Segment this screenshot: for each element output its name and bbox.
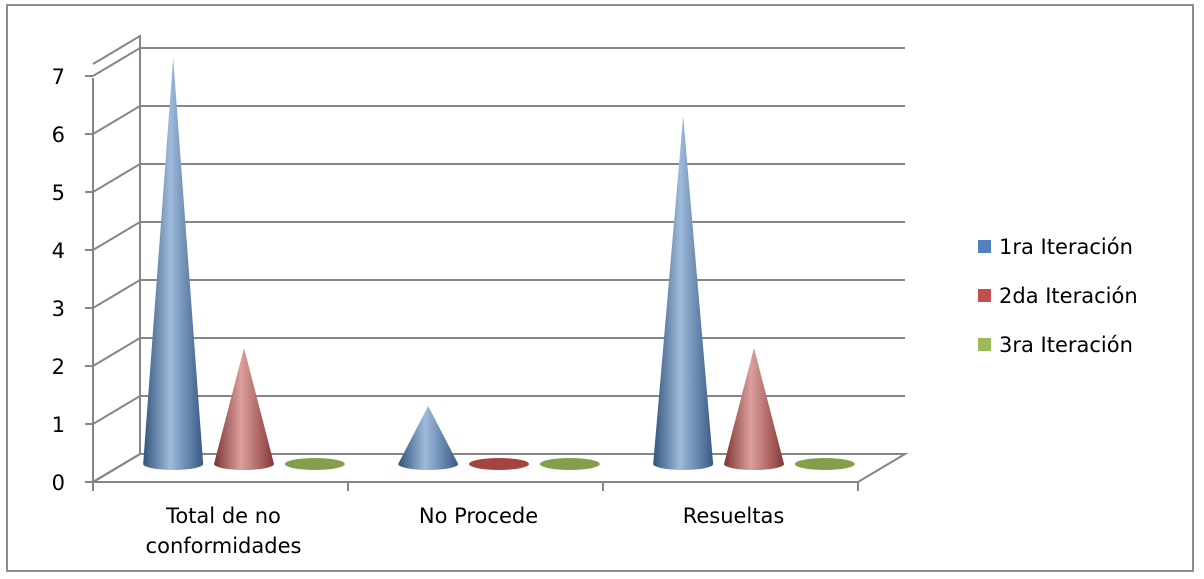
legend-swatch [978, 289, 991, 302]
y-tick-label: 0 [52, 471, 65, 495]
cones [143, 58, 855, 470]
legend: 1ra Iteración 2da Iteración 3ra Iteración [978, 235, 1138, 357]
gridline [92, 221, 905, 251]
gridline [92, 453, 905, 483]
legend-label: 1ra Iteración [999, 235, 1133, 259]
cone-3-1 [284, 458, 345, 470]
y-tick-label: 2 [52, 355, 65, 379]
gridline [92, 105, 905, 135]
gridline [92, 337, 905, 367]
axes [92, 78, 859, 491]
cone-1-1 [143, 58, 204, 470]
category-label: Total de no [165, 504, 281, 528]
cone-3-2 [539, 458, 600, 470]
category-labels: Total de no conformidades No Procede Resuel… [146, 504, 785, 558]
chart-frame [6, 4, 1194, 572]
chart-walls [89, 34, 909, 483]
y-tick-label: 5 [52, 181, 65, 205]
category-label: conformidades [146, 534, 302, 558]
legend-swatch [978, 240, 991, 253]
y-tick-label: 7 [52, 65, 65, 89]
y-tick-label: 4 [52, 239, 65, 263]
cone-1-3 [653, 116, 714, 470]
cone-3-3 [794, 458, 855, 470]
category-label: Resueltas [683, 504, 785, 528]
gridline [92, 163, 905, 193]
gridline [92, 47, 905, 77]
y-tick-labels: 0 1 2 3 4 5 6 7 [52, 65, 65, 495]
y-tick-label: 6 [52, 123, 65, 147]
legend-swatch [978, 338, 991, 351]
gridlines [85, 47, 905, 483]
y-tick-label: 3 [52, 297, 65, 321]
cone-2-3 [724, 348, 784, 470]
legend-label: 3ra Iteración [999, 333, 1133, 357]
cone-2-1 [214, 348, 274, 470]
gridline [92, 395, 905, 425]
cone-2-2 [469, 458, 529, 470]
legend-label: 2da Iteración [999, 284, 1138, 308]
y-tick-label: 1 [52, 413, 65, 437]
gridline [92, 279, 905, 309]
cone-1-2 [398, 406, 459, 470]
category-label: No Procede [419, 504, 538, 528]
